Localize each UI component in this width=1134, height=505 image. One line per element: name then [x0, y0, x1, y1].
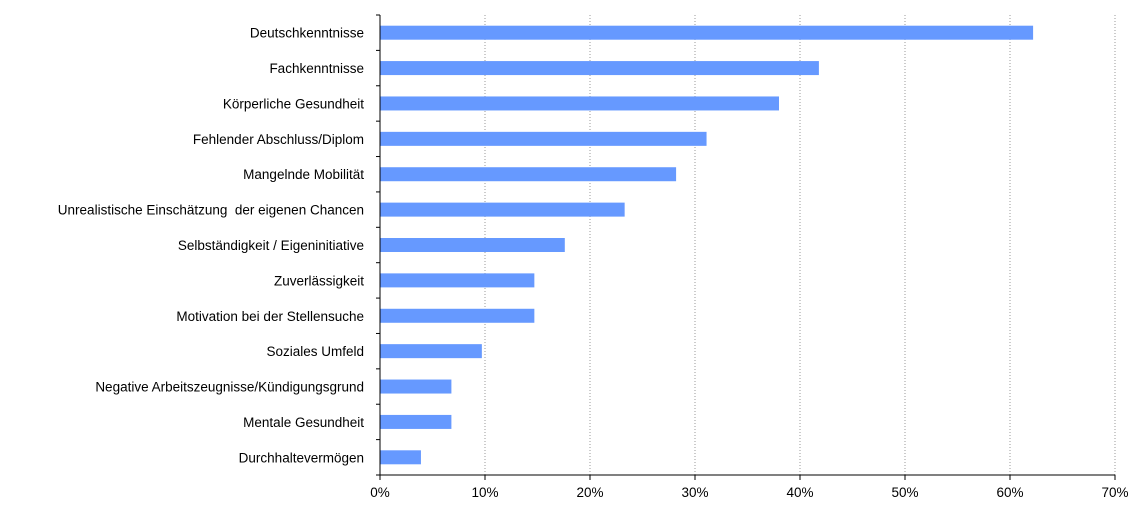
bar-9	[380, 344, 482, 359]
category-label: Zuverlässigkeit	[274, 273, 364, 288]
bar-12	[380, 450, 421, 465]
x-tick-labels: 0% 10% 20% 30% 40% 50% 60% 70%	[370, 485, 1128, 500]
x-tick-label: 70%	[1101, 485, 1128, 500]
bar-0	[380, 25, 1034, 40]
bar-6	[380, 238, 565, 252]
bar-7	[380, 273, 535, 288]
category-label: Mentale Gesundheit	[243, 415, 364, 430]
category-labels: Deutschkenntnisse Fachkenntnisse Körperlic…	[58, 26, 364, 466]
category-label: Durchhaltevermögen	[239, 450, 364, 465]
x-tick-label: 30%	[681, 485, 708, 500]
category-label: Fehlender Abschluss/Diplom	[193, 132, 364, 147]
bar-3	[380, 131, 707, 146]
bar-5	[380, 202, 625, 217]
axes	[376, 14, 1116, 480]
category-label: Körperliche Gesundheit	[223, 96, 364, 111]
x-tick-label: 50%	[891, 485, 918, 500]
category-label: Deutschkenntnisse	[250, 26, 364, 41]
category-label: Selbständigkeit / Eigeninitiative	[178, 238, 364, 253]
bar-2	[380, 96, 779, 111]
x-tick-label: 20%	[576, 485, 603, 500]
bar-10	[380, 379, 452, 394]
category-label: Fachkenntnisse	[269, 61, 364, 76]
x-tick-label: 40%	[786, 485, 813, 500]
x-tick-label: 10%	[471, 485, 498, 500]
category-label: Motivation bei der Stellensuche	[176, 309, 364, 324]
bar-4	[380, 167, 677, 182]
bar-1	[380, 61, 819, 76]
category-label: Mangelnde Mobilität	[243, 167, 364, 182]
bar-11	[380, 414, 452, 429]
x-tick-label: 0%	[370, 485, 390, 500]
gridlines	[484, 15, 1116, 475]
category-label: Negative Arbeitszeugnisse/Kündigungsgrun…	[95, 380, 364, 395]
category-label: Soziales Umfeld	[266, 344, 364, 359]
bar-8	[380, 308, 535, 323]
bars	[380, 25, 1034, 465]
x-tick-label: 60%	[996, 485, 1023, 500]
category-label: Unrealistische Einschätzung der eigenen …	[58, 203, 364, 218]
